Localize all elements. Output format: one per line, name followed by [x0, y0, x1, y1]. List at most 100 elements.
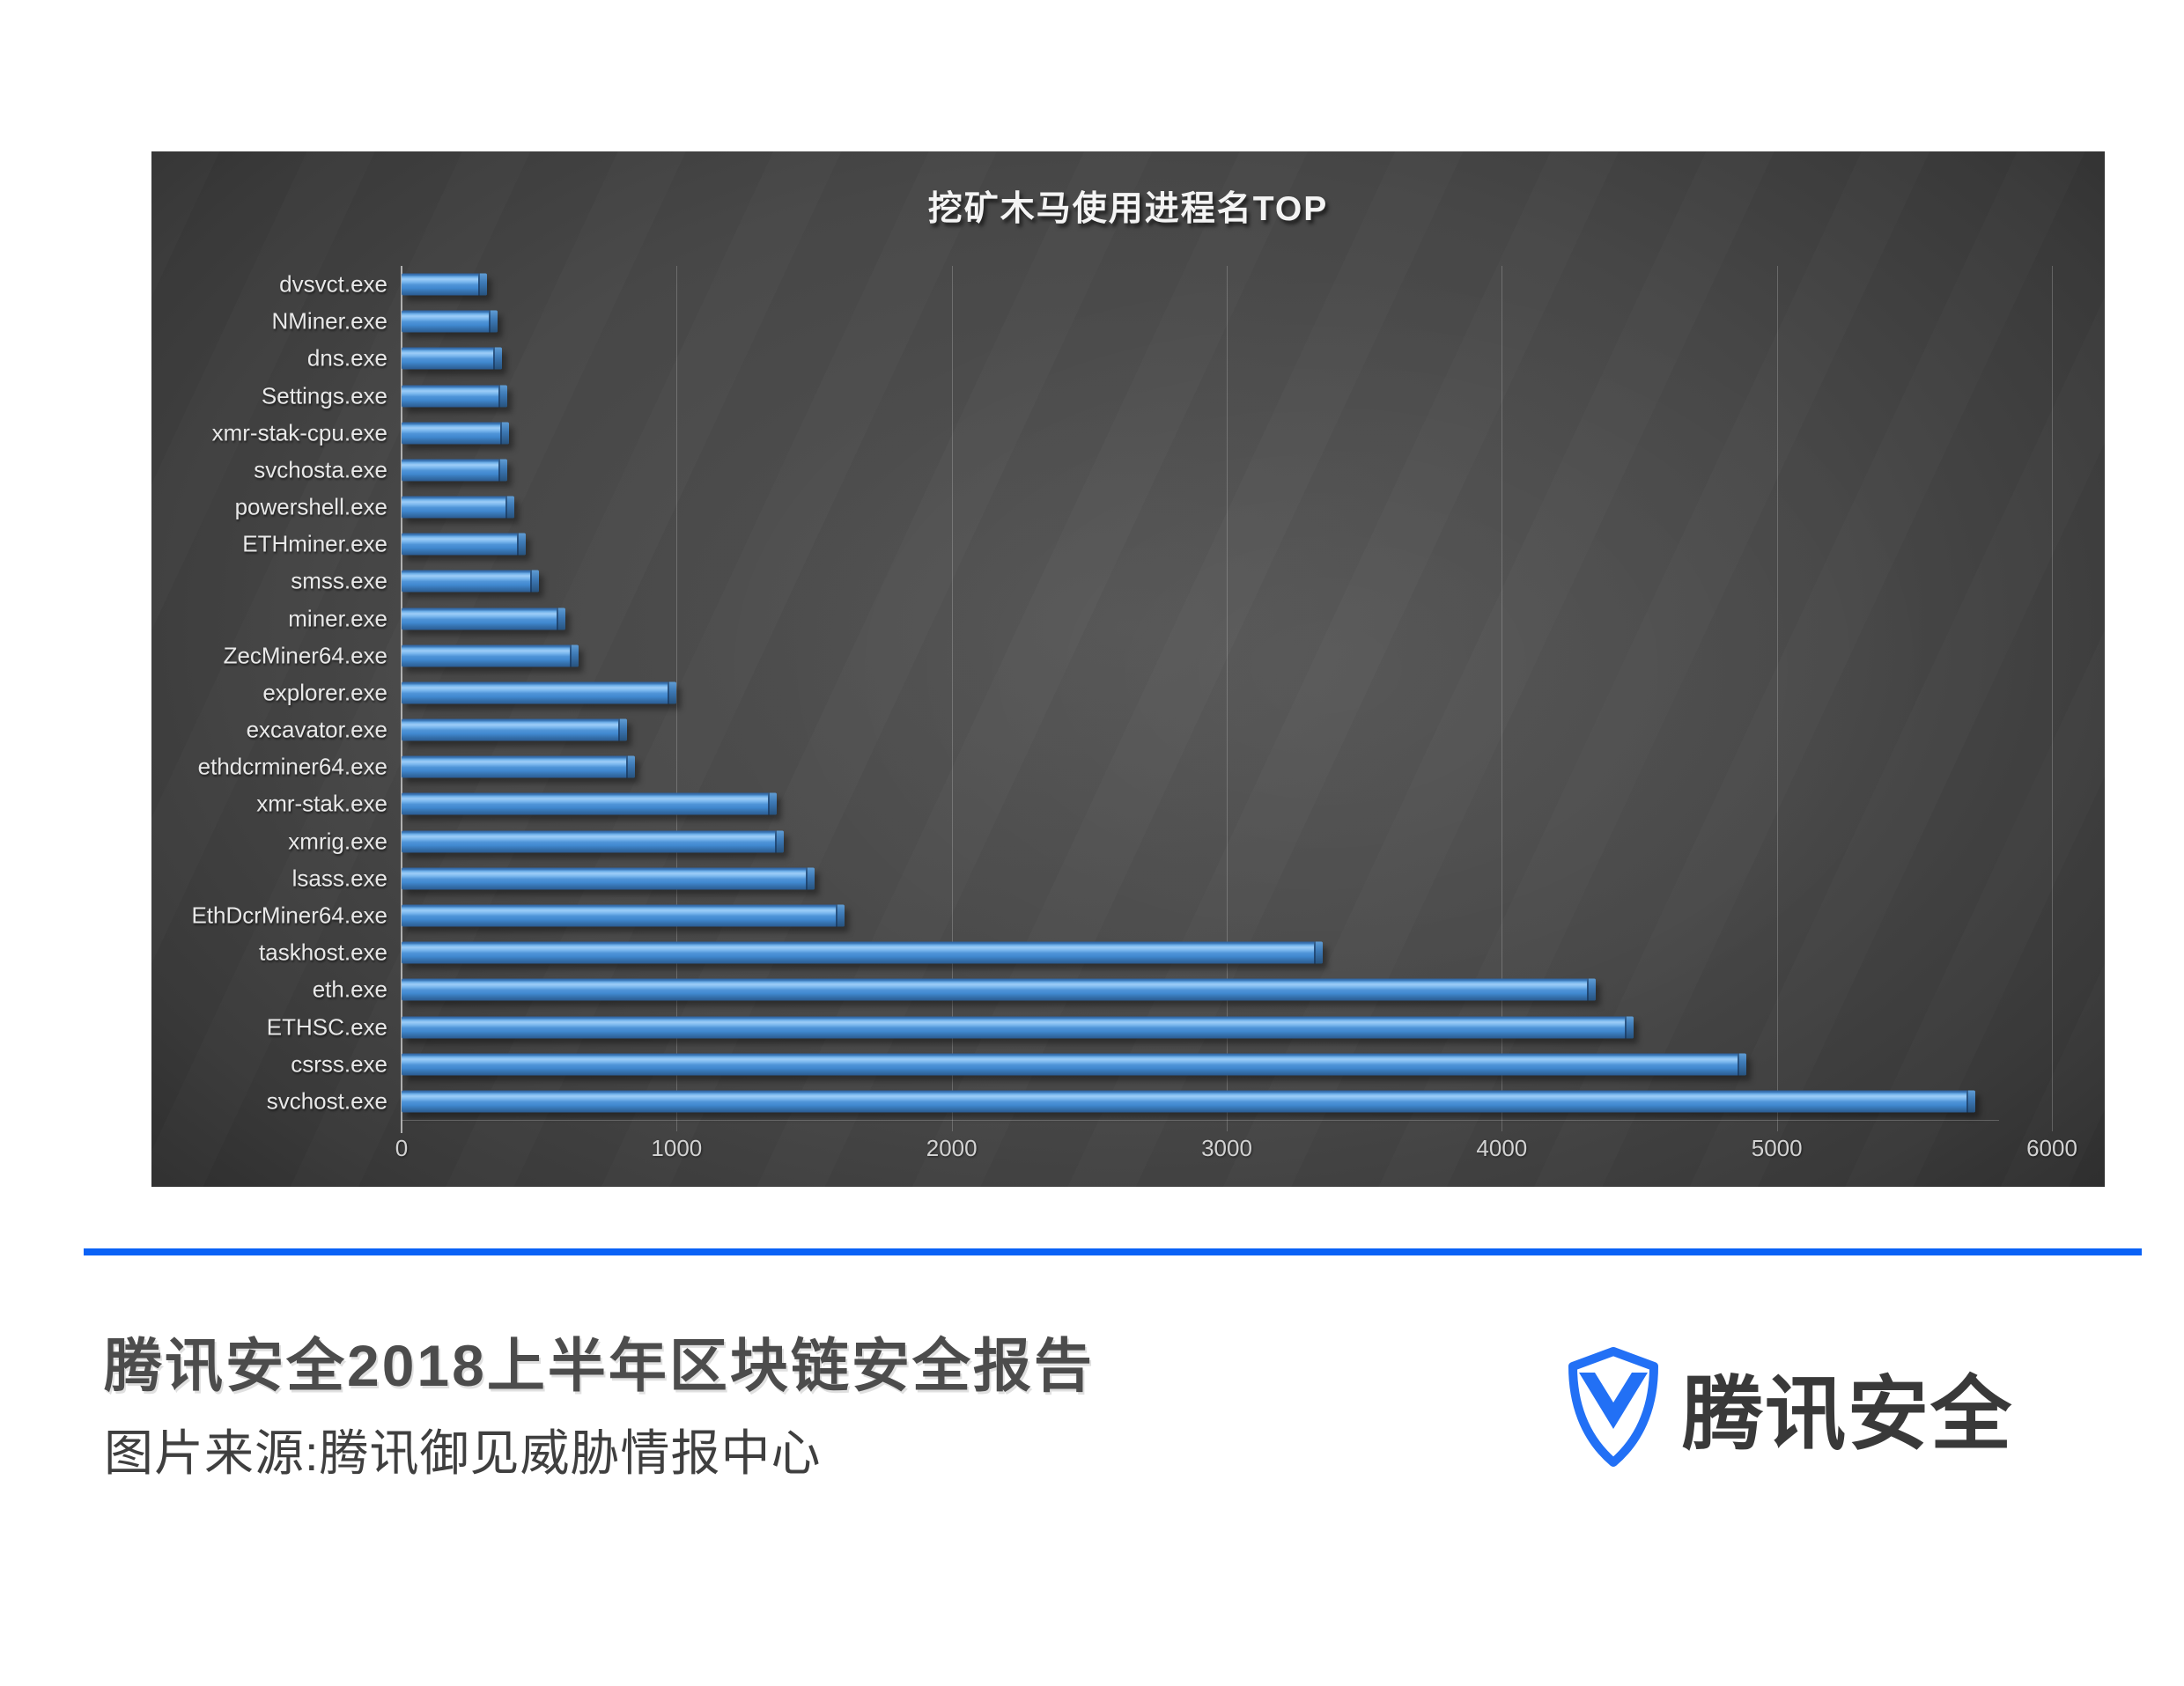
category-label: ETHminer.exe	[242, 530, 387, 557]
bar-end-cap	[768, 792, 778, 815]
chart-panel: 挖矿木马使用进程名TOP dvsvct.exe NMiner.exe dns.exe…	[151, 151, 2105, 1187]
chart-row: powershell.exe	[235, 489, 2052, 526]
bar-end-cap	[805, 867, 815, 890]
category-label: miner.exe	[288, 605, 387, 632]
chart-row: xmr-stak-cpu.exe	[212, 415, 2052, 452]
chart-row: svchost.exe	[267, 1083, 2052, 1120]
bar-end-cap	[1738, 1053, 1747, 1076]
bar-end-cap	[626, 755, 636, 778]
bar-lsass.exe	[402, 867, 815, 890]
bar-ETHminer.exe	[402, 533, 526, 556]
bar-rows: dvsvct.exe NMiner.exe dns.exe Settings.exe x…	[191, 266, 2052, 1120]
x-tick-label: 5000	[1751, 1135, 1803, 1161]
bar-end-cap	[1625, 1016, 1634, 1039]
logo-text: 腾讯安全	[1682, 1369, 2014, 1460]
bar-end-cap	[489, 310, 498, 333]
category-label: explorer.exe	[262, 679, 387, 706]
gridline-6000	[2052, 266, 2053, 1131]
bar-dvsvct.exe	[402, 273, 487, 296]
chart-row: csrss.exe	[291, 1046, 2052, 1083]
category-label: svchost.exe	[266, 1087, 387, 1115]
bar-end-cap	[493, 347, 502, 370]
bar-dns.exe	[402, 347, 502, 370]
category-label: ZecMiner64.exe	[223, 642, 387, 669]
category-label: ethdcrminer64.exe	[197, 753, 387, 780]
x-tick-label: 1000	[651, 1135, 703, 1161]
x-tick-label: 6000	[2026, 1135, 2077, 1161]
bar-end-cap	[498, 459, 508, 482]
image-source-caption: 图片来源:腾讯御见威胁情报中心	[104, 1425, 822, 1481]
category-label: xmr-stak-cpu.exe	[211, 419, 387, 446]
category-label: NMiner.exe	[271, 307, 388, 335]
chart-row: taskhost.exe	[259, 934, 2052, 971]
bar-end-cap	[835, 904, 845, 927]
category-label: excavator.exe	[246, 716, 387, 743]
bar-xmr-stak-cpu.exe	[402, 422, 509, 445]
chart-row: smss.exe	[291, 563, 2052, 600]
bar-powershell.exe	[402, 496, 515, 519]
category-label: dvsvct.exe	[279, 270, 387, 298]
gridline-5000	[1776, 266, 1778, 1131]
category-label: svchosta.exe	[254, 456, 387, 483]
bar-end-cap	[618, 718, 628, 741]
bar-eth.exe	[402, 978, 1596, 1001]
category-label: lsass.exe	[291, 865, 387, 892]
category-label: smss.exe	[291, 567, 387, 594]
bar-svchost.exe	[402, 1090, 1975, 1113]
chart-row: miner.exe	[288, 600, 2052, 637]
gridline-3000	[1227, 266, 1228, 1131]
chart-row: svchosta.exe	[254, 452, 2052, 489]
bar-excavator.exe	[402, 718, 628, 741]
bar-ETHSC.exe	[402, 1016, 1634, 1039]
divider-line	[84, 1248, 2142, 1255]
chart-row: excavator.exe	[247, 711, 2052, 748]
chart-row: dvsvct.exe	[279, 266, 2052, 303]
chart-row: lsass.exe	[292, 860, 2052, 897]
plot-area: dvsvct.exe NMiner.exe dns.exe Settings.exe x…	[191, 266, 2077, 1161]
category-label: powershell.exe	[234, 493, 387, 520]
category-label: eth.exe	[312, 976, 387, 1003]
tencent-security-logo: 腾讯安全	[1568, 1345, 2013, 1469]
category-label: EthDcrMiner64.exe	[191, 902, 387, 929]
bar-end-cap	[516, 533, 526, 556]
gridline-2000	[951, 266, 953, 1131]
bar-Settings.exe	[402, 385, 508, 408]
chart-row: ETHminer.exe	[242, 526, 2052, 563]
bar-svchosta.exe	[402, 459, 508, 482]
bar-end-cap	[477, 273, 487, 296]
bar-EthDcrMiner64.exe	[402, 904, 845, 927]
x-tick-label: 2000	[926, 1135, 978, 1161]
bar-taskhost.exe	[402, 941, 1324, 964]
bar-end-cap	[570, 644, 579, 667]
chart-row: xmr-stak.exe	[256, 785, 2052, 822]
bar-end-cap	[1966, 1090, 1975, 1113]
chart-row: dns.exe	[307, 340, 2052, 377]
bar-miner.exe	[402, 607, 565, 630]
gridline-1000	[676, 266, 678, 1131]
x-tick-label: 4000	[1476, 1135, 1528, 1161]
bar-ethdcrminer64.exe	[402, 755, 636, 778]
chart-row: NMiner.exe	[272, 303, 2052, 340]
chart-row: eth.exe	[313, 971, 2052, 1008]
chart-row: ZecMiner64.exe	[224, 637, 2052, 674]
bar-NMiner.exe	[402, 310, 498, 333]
bar-end-cap	[668, 681, 677, 704]
bar-end-cap	[499, 422, 509, 445]
chart-row: Settings.exe	[262, 378, 2052, 415]
category-label: dns.exe	[306, 344, 387, 372]
bar-explorer.exe	[402, 681, 677, 704]
bar-xmr-stak.exe	[402, 792, 778, 815]
report-title: 腾讯安全2018上半年区块链安全报告	[104, 1333, 1095, 1398]
bar-end-cap	[1314, 941, 1324, 964]
chart-row: xmrig.exe	[288, 823, 2052, 860]
x-tick-label: 3000	[1201, 1135, 1252, 1161]
bar-end-cap	[1586, 978, 1596, 1001]
shield-check-icon	[1568, 1347, 1658, 1467]
chart-row: ETHSC.exe	[267, 1008, 2052, 1045]
bar-end-cap	[505, 496, 515, 519]
category-label: Settings.exe	[261, 382, 387, 409]
bar-end-cap	[556, 607, 565, 630]
chart-row: explorer.exe	[262, 674, 2052, 711]
category-label: xmrig.exe	[288, 828, 387, 855]
category-label: xmr-stak.exe	[256, 790, 387, 817]
